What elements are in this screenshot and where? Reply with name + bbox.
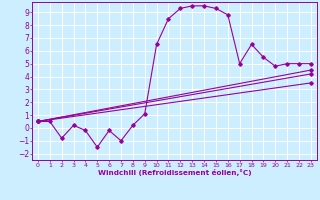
- X-axis label: Windchill (Refroidissement éolien,°C): Windchill (Refroidissement éolien,°C): [98, 169, 251, 176]
